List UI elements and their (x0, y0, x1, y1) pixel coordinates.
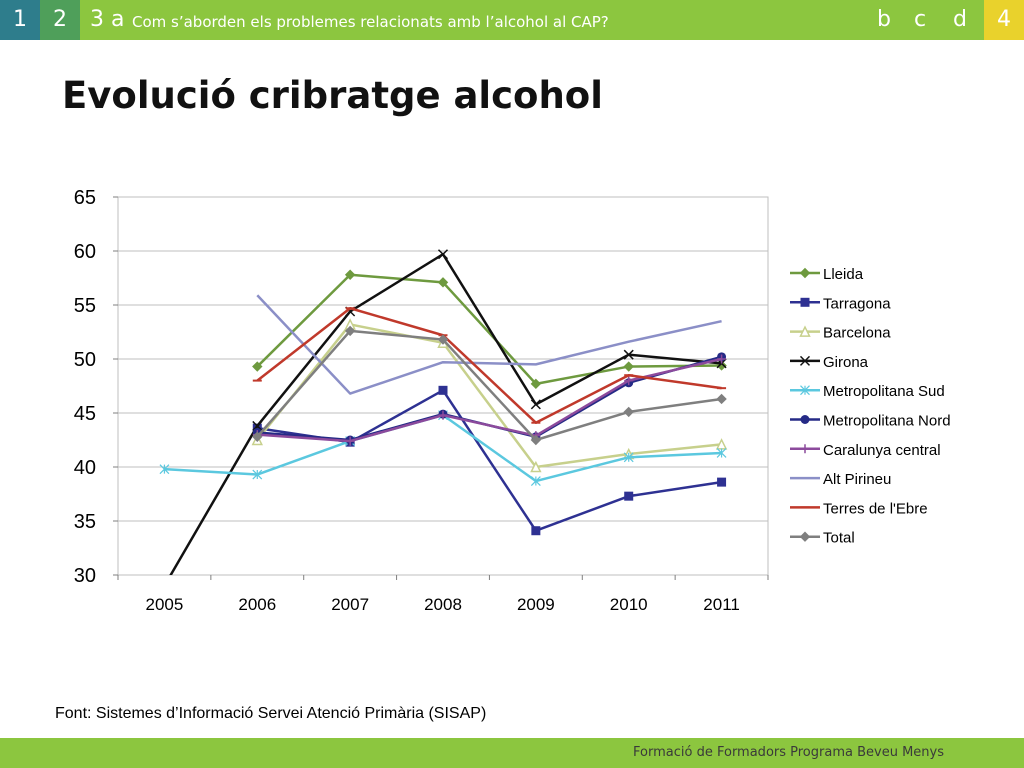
bottom-bar: Formació de Formadors Programa Beveu Men… (0, 738, 1024, 768)
data-point-9-2 (344, 325, 356, 337)
y-tick-label-7: 65 (74, 187, 96, 209)
data-point-3-0 (160, 581, 169, 590)
x-tick-label-4: 2009 (517, 595, 555, 614)
nav-section-c[interactable]: c (913, 7, 927, 32)
nav-section-3a[interactable]: 3 a (90, 7, 125, 32)
slide-title: Evolució cribratge alcohol (62, 74, 603, 117)
data-point-4-6 (716, 448, 727, 458)
series-line-2 (256, 323, 722, 469)
nav-section-b[interactable]: b (877, 7, 891, 32)
legend-label-8: Terres de l'Ebre (823, 500, 928, 517)
nav-section-1[interactable]: 1 (0, 0, 40, 40)
data-point-0-3 (437, 277, 449, 288)
nav-section-2[interactable]: 2 (40, 0, 80, 40)
x-tick-label-6: 2011 (703, 595, 740, 614)
series-line-8 (256, 306, 722, 424)
y-tick-label-2: 40 (74, 457, 96, 479)
data-point-4-0 (159, 464, 170, 475)
data-point-9-3 (437, 334, 449, 345)
series-0 (252, 269, 727, 390)
legend-label-1: Tarragona (823, 295, 891, 312)
x-tick-label-0: 2005 (146, 595, 184, 614)
data-point-9-1 (252, 431, 263, 442)
data-point-9-6 (716, 393, 727, 405)
y-tick-label-6: 60 (74, 241, 96, 263)
data-point-0-2 (344, 269, 356, 280)
data-point-2-4 (530, 460, 542, 473)
section-topic: Com s’aborden els problemes relacionats … (132, 13, 609, 31)
line-chart: 30 35 40 45 50 55 60 65 2005 2006 2007 2008 2009 2010… (74, 187, 951, 614)
data-point-3-5 (623, 349, 634, 360)
nav-section-4[interactable]: 4 (984, 0, 1024, 40)
legend-marker-1 (800, 297, 810, 307)
data-point-1-4 (531, 526, 541, 536)
data-point-4-4 (530, 476, 541, 486)
legend-marker-5 (800, 415, 810, 424)
legend-label-3: Girona (823, 354, 869, 371)
footer-text: Formació de Formadors Programa Beveu Men… (633, 745, 944, 760)
legend-label-6: Caralunya central (823, 442, 941, 459)
legend-label-9: Total (823, 530, 855, 547)
data-point-0-1 (252, 361, 263, 372)
legend-marker-0 (799, 267, 811, 279)
x-tick-label-5: 2010 (610, 595, 648, 614)
series-8 (252, 306, 727, 424)
data-point-6-5 (624, 376, 634, 386)
data-point-4-1 (252, 469, 263, 480)
x-tick-label-3: 2008 (424, 595, 462, 614)
data-point-6-2 (345, 436, 355, 446)
data-point-6-3 (438, 410, 448, 420)
data-point-1-6 (717, 477, 727, 487)
data-point-3-1 (252, 420, 263, 431)
data-point-0-4 (530, 378, 542, 390)
y-tick-label-1: 35 (74, 511, 96, 533)
legend-label-0: Lleida (823, 266, 864, 283)
data-point-3-4 (530, 399, 541, 410)
x-tick-label-2: 2007 (331, 595, 369, 614)
series-line-0 (256, 273, 722, 386)
y-tick-label-0: 30 (74, 565, 96, 587)
series-line-7 (256, 294, 722, 395)
legend-marker-9 (799, 531, 811, 542)
series-7 (256, 294, 722, 395)
data-point-6-6 (717, 354, 727, 364)
data-point-1-5 (624, 491, 634, 501)
data-point-4-5 (623, 452, 634, 463)
legend-marker-6 (800, 444, 810, 454)
legend-marker-4 (800, 385, 810, 396)
top-navigation-bar: 1 2 3 a Com s’aborden els problemes rela… (0, 0, 1024, 40)
series-9 (252, 325, 727, 446)
nav-section-d[interactable]: d (953, 7, 967, 32)
data-point-1-3 (438, 385, 448, 395)
y-tick-label-3: 45 (74, 403, 96, 425)
legend-marker-3 (799, 355, 811, 366)
legend-label-2: Barcelona (823, 325, 891, 342)
y-tick-label-4: 50 (74, 349, 96, 371)
legend-label-5: Metropolitana Nord (823, 413, 951, 430)
data-point-3-3 (437, 249, 449, 260)
data-point-9-4 (530, 434, 542, 446)
source-note: Font: Sistemes d’Informació Servei Atenc… (55, 705, 487, 722)
y-tick-label-5: 55 (74, 295, 96, 317)
legend-label-7: Alt Pirineu (823, 471, 891, 488)
legend-label-4: Metropolitana Sud (823, 383, 945, 400)
data-point-0-5 (623, 361, 634, 372)
series-line-9 (256, 329, 722, 442)
legend-marker-2 (799, 325, 811, 337)
data-point-9-5 (623, 406, 634, 418)
x-tick-label-1: 2006 (238, 595, 276, 614)
